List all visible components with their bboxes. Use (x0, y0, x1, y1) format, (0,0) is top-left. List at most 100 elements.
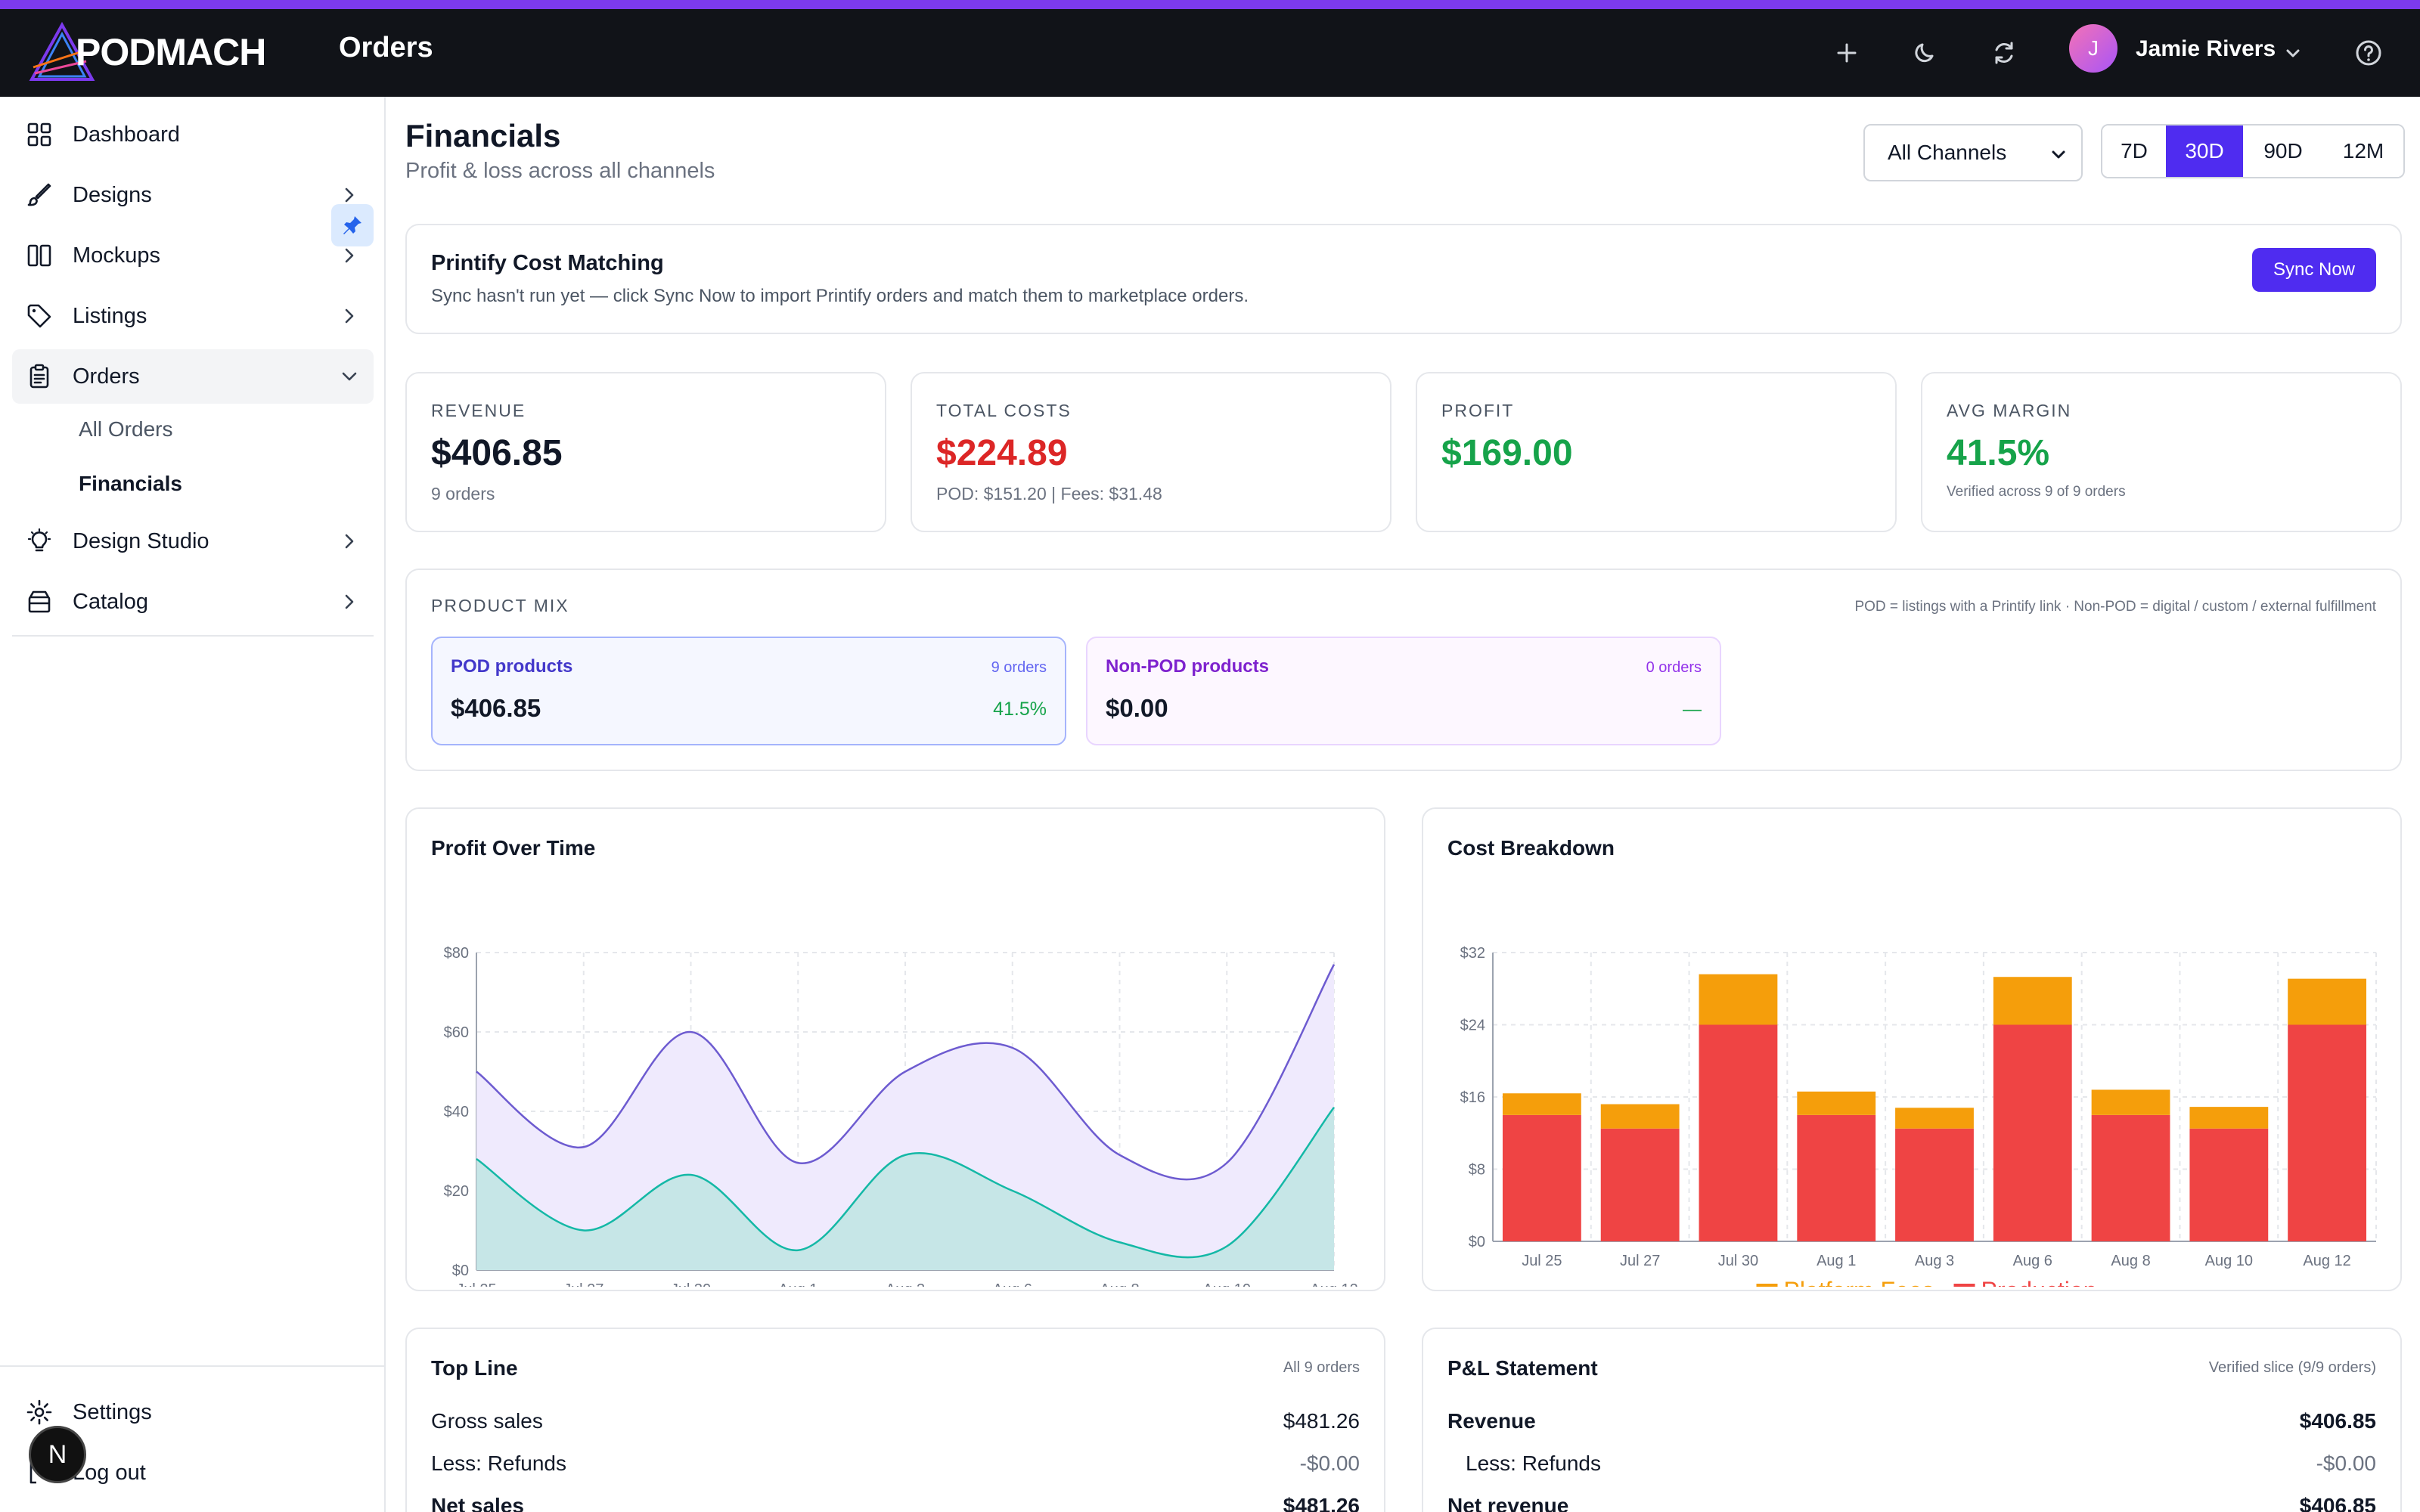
kpi-label: TOTAL COSTS (936, 401, 1072, 420)
cost-breakdown-chart: $0 $8 $16 $24 $32 Jul 25 Jul 27 Jul 30 Aug 1 Aug … (1460, 945, 2377, 1287)
pod-products-box[interactable]: POD products 9 orders $406.85 41.5% (431, 637, 1066, 745)
platform-fees-bar (1895, 1108, 1974, 1129)
chevron-down-icon[interactable] (2275, 35, 2311, 71)
chevron-right-icon (345, 308, 354, 324)
sidebar-item-listings[interactable]: Listings (12, 289, 374, 343)
sync-description: Sync hasn't run yet — click Sync Now to … (431, 286, 1249, 306)
main-content: Financials Profit & loss across all chan… (387, 97, 2420, 1512)
x-tick-label: Aug 10 (2205, 1253, 2253, 1269)
production-bar (2189, 1128, 2269, 1241)
sidebar-item-label: Listings (73, 303, 147, 328)
y-tick-label: $24 (1460, 1018, 1485, 1034)
channel-select[interactable]: All Channels (1863, 124, 2083, 181)
help-icon[interactable] (2350, 35, 2387, 71)
mix-margin: 41.5% (993, 699, 1047, 720)
sidebar-divider (0, 1365, 384, 1367)
sidebar-item-catalog[interactable]: Catalog (12, 575, 374, 629)
sidebar-item-orders[interactable]: Orders (12, 349, 374, 404)
user-avatar[interactable]: J (2069, 24, 2118, 73)
revenue-series-line (476, 964, 1336, 1181)
profit-series-line (476, 1106, 1335, 1259)
range-30d-button[interactable]: 30D (2166, 125, 2243, 177)
y-tick-label: $20 (444, 1183, 469, 1200)
x-tick-label: Jul 30 (671, 1281, 711, 1287)
top-line-title: Top Line (431, 1356, 518, 1380)
sidebar-item-settings[interactable]: Settings (12, 1385, 374, 1439)
x-tick-label: Aug 3 (1915, 1253, 1954, 1269)
platform-fees-bar (2189, 1107, 2269, 1129)
logo-mark-icon (29, 22, 95, 81)
production-bar (2091, 1114, 2170, 1241)
sidebar-item-label: Settings (73, 1399, 152, 1424)
kpi-label: REVENUE (431, 401, 526, 420)
platform-fees-bar (2288, 978, 2367, 1025)
kpi-card-total-costs: TOTAL COSTS $224.89 POD: $151.20 | Fees:… (911, 372, 1392, 532)
row-label: Less: Refunds (431, 1452, 566, 1475)
lightbulb-icon (27, 528, 51, 552)
chevron-right-icon (345, 534, 354, 549)
y-tick-label: $0 (452, 1263, 469, 1279)
y-tick-label: $80 (444, 945, 469, 962)
sidebar-subitem-financials[interactable]: Financials (79, 472, 182, 495)
y-tick-label: $60 (444, 1024, 469, 1041)
x-tick-label: Aug 10 (1203, 1281, 1251, 1287)
sidebar-item-dashboard[interactable]: Dashboard (12, 107, 374, 162)
page-title: Financials (405, 118, 561, 153)
x-tick-label: Aug 8 (1100, 1281, 1139, 1287)
y-tick-label: $8 (1469, 1162, 1485, 1179)
sync-now-button[interactable]: Sync Now (2252, 248, 2376, 292)
profit-series-area (476, 1107, 1334, 1270)
table-row: Net revenue $406.85 (1447, 1494, 2376, 1512)
non-pod-products-box[interactable]: Non-POD products 0 orders $0.00 — (1086, 637, 1721, 745)
channel-select-value: All Channels (1888, 141, 2007, 164)
chart-title: Cost Breakdown (1447, 836, 1615, 860)
sidebar-item-label: Dashboard (73, 122, 180, 147)
sidebar-item-mockups[interactable]: Mockups (12, 228, 374, 283)
tag-icon (27, 304, 51, 328)
add-icon[interactable] (1829, 35, 1865, 71)
grid-icon (27, 122, 51, 147)
top-bar: PODMACH Orders J Jamie Rivers (0, 9, 2420, 97)
legend-label: Platform Fees (1784, 1277, 1934, 1287)
platform-fees-bar (1600, 1104, 1680, 1129)
top-accent-bar (0, 0, 2420, 9)
dev-badge[interactable]: N (29, 1426, 86, 1483)
range-7d-button[interactable]: 7D (2102, 125, 2166, 177)
table-row: Gross sales $481.26 (431, 1409, 1360, 1442)
platform-fees-bar (2091, 1089, 2170, 1115)
sidebar-divider (12, 635, 374, 637)
x-tick-label: Aug 12 (1310, 1281, 1357, 1287)
platform-fees-bar (1502, 1093, 1581, 1115)
production-bar (1797, 1114, 1876, 1241)
legend-swatch (1953, 1284, 1975, 1287)
refresh-icon[interactable] (1986, 35, 2022, 71)
chevron-down-icon (2052, 150, 2065, 159)
range-90d-button[interactable]: 90D (2243, 125, 2323, 177)
production-bar (1502, 1114, 1581, 1241)
row-value: $406.85 (2299, 1494, 2376, 1512)
pin-button[interactable] (331, 204, 374, 246)
chevron-down-icon (342, 372, 357, 381)
sidebar-item-design-studio[interactable]: Design Studio (12, 514, 374, 569)
sidebar-subitem-all-orders[interactable]: All Orders (79, 417, 173, 441)
user-name[interactable]: Jamie Rivers (2136, 36, 2276, 61)
range-12m-button[interactable]: 12M (2323, 125, 2403, 177)
section-title: Orders (339, 32, 433, 64)
x-tick-label: Jul 30 (1718, 1253, 1758, 1269)
sidebar-item-label: Catalog (73, 589, 148, 614)
row-value: $481.26 (1283, 1409, 1360, 1433)
app-logo[interactable]: PODMACH (27, 18, 266, 86)
sidebar-item-label: Designs (73, 182, 152, 207)
row-label: Revenue (1447, 1409, 1536, 1433)
x-tick-label: Jul 27 (1620, 1253, 1660, 1269)
kpi-label: AVG MARGIN (1947, 401, 2072, 420)
kpi-card-avg-margin: AVG MARGIN 41.5% Verified across 9 of 9 … (1921, 372, 2402, 532)
production-bar (2288, 1024, 2367, 1241)
profit-over-time-chart: $0 $20 $40 $60 $80 Jul 25 Jul 27 Jul 30 Aug 1 Aug… (444, 945, 1358, 1287)
pl-statement-card: P&L Statement Verified slice (9/9 orders… (1422, 1328, 2402, 1512)
x-tick-label: Aug 1 (1817, 1253, 1856, 1269)
x-tick-label: Aug 6 (2013, 1253, 2052, 1269)
sidebar-item-designs[interactable]: Designs (12, 168, 374, 222)
sync-title: Printify Cost Matching (431, 251, 664, 275)
moon-icon[interactable] (1907, 35, 1944, 71)
